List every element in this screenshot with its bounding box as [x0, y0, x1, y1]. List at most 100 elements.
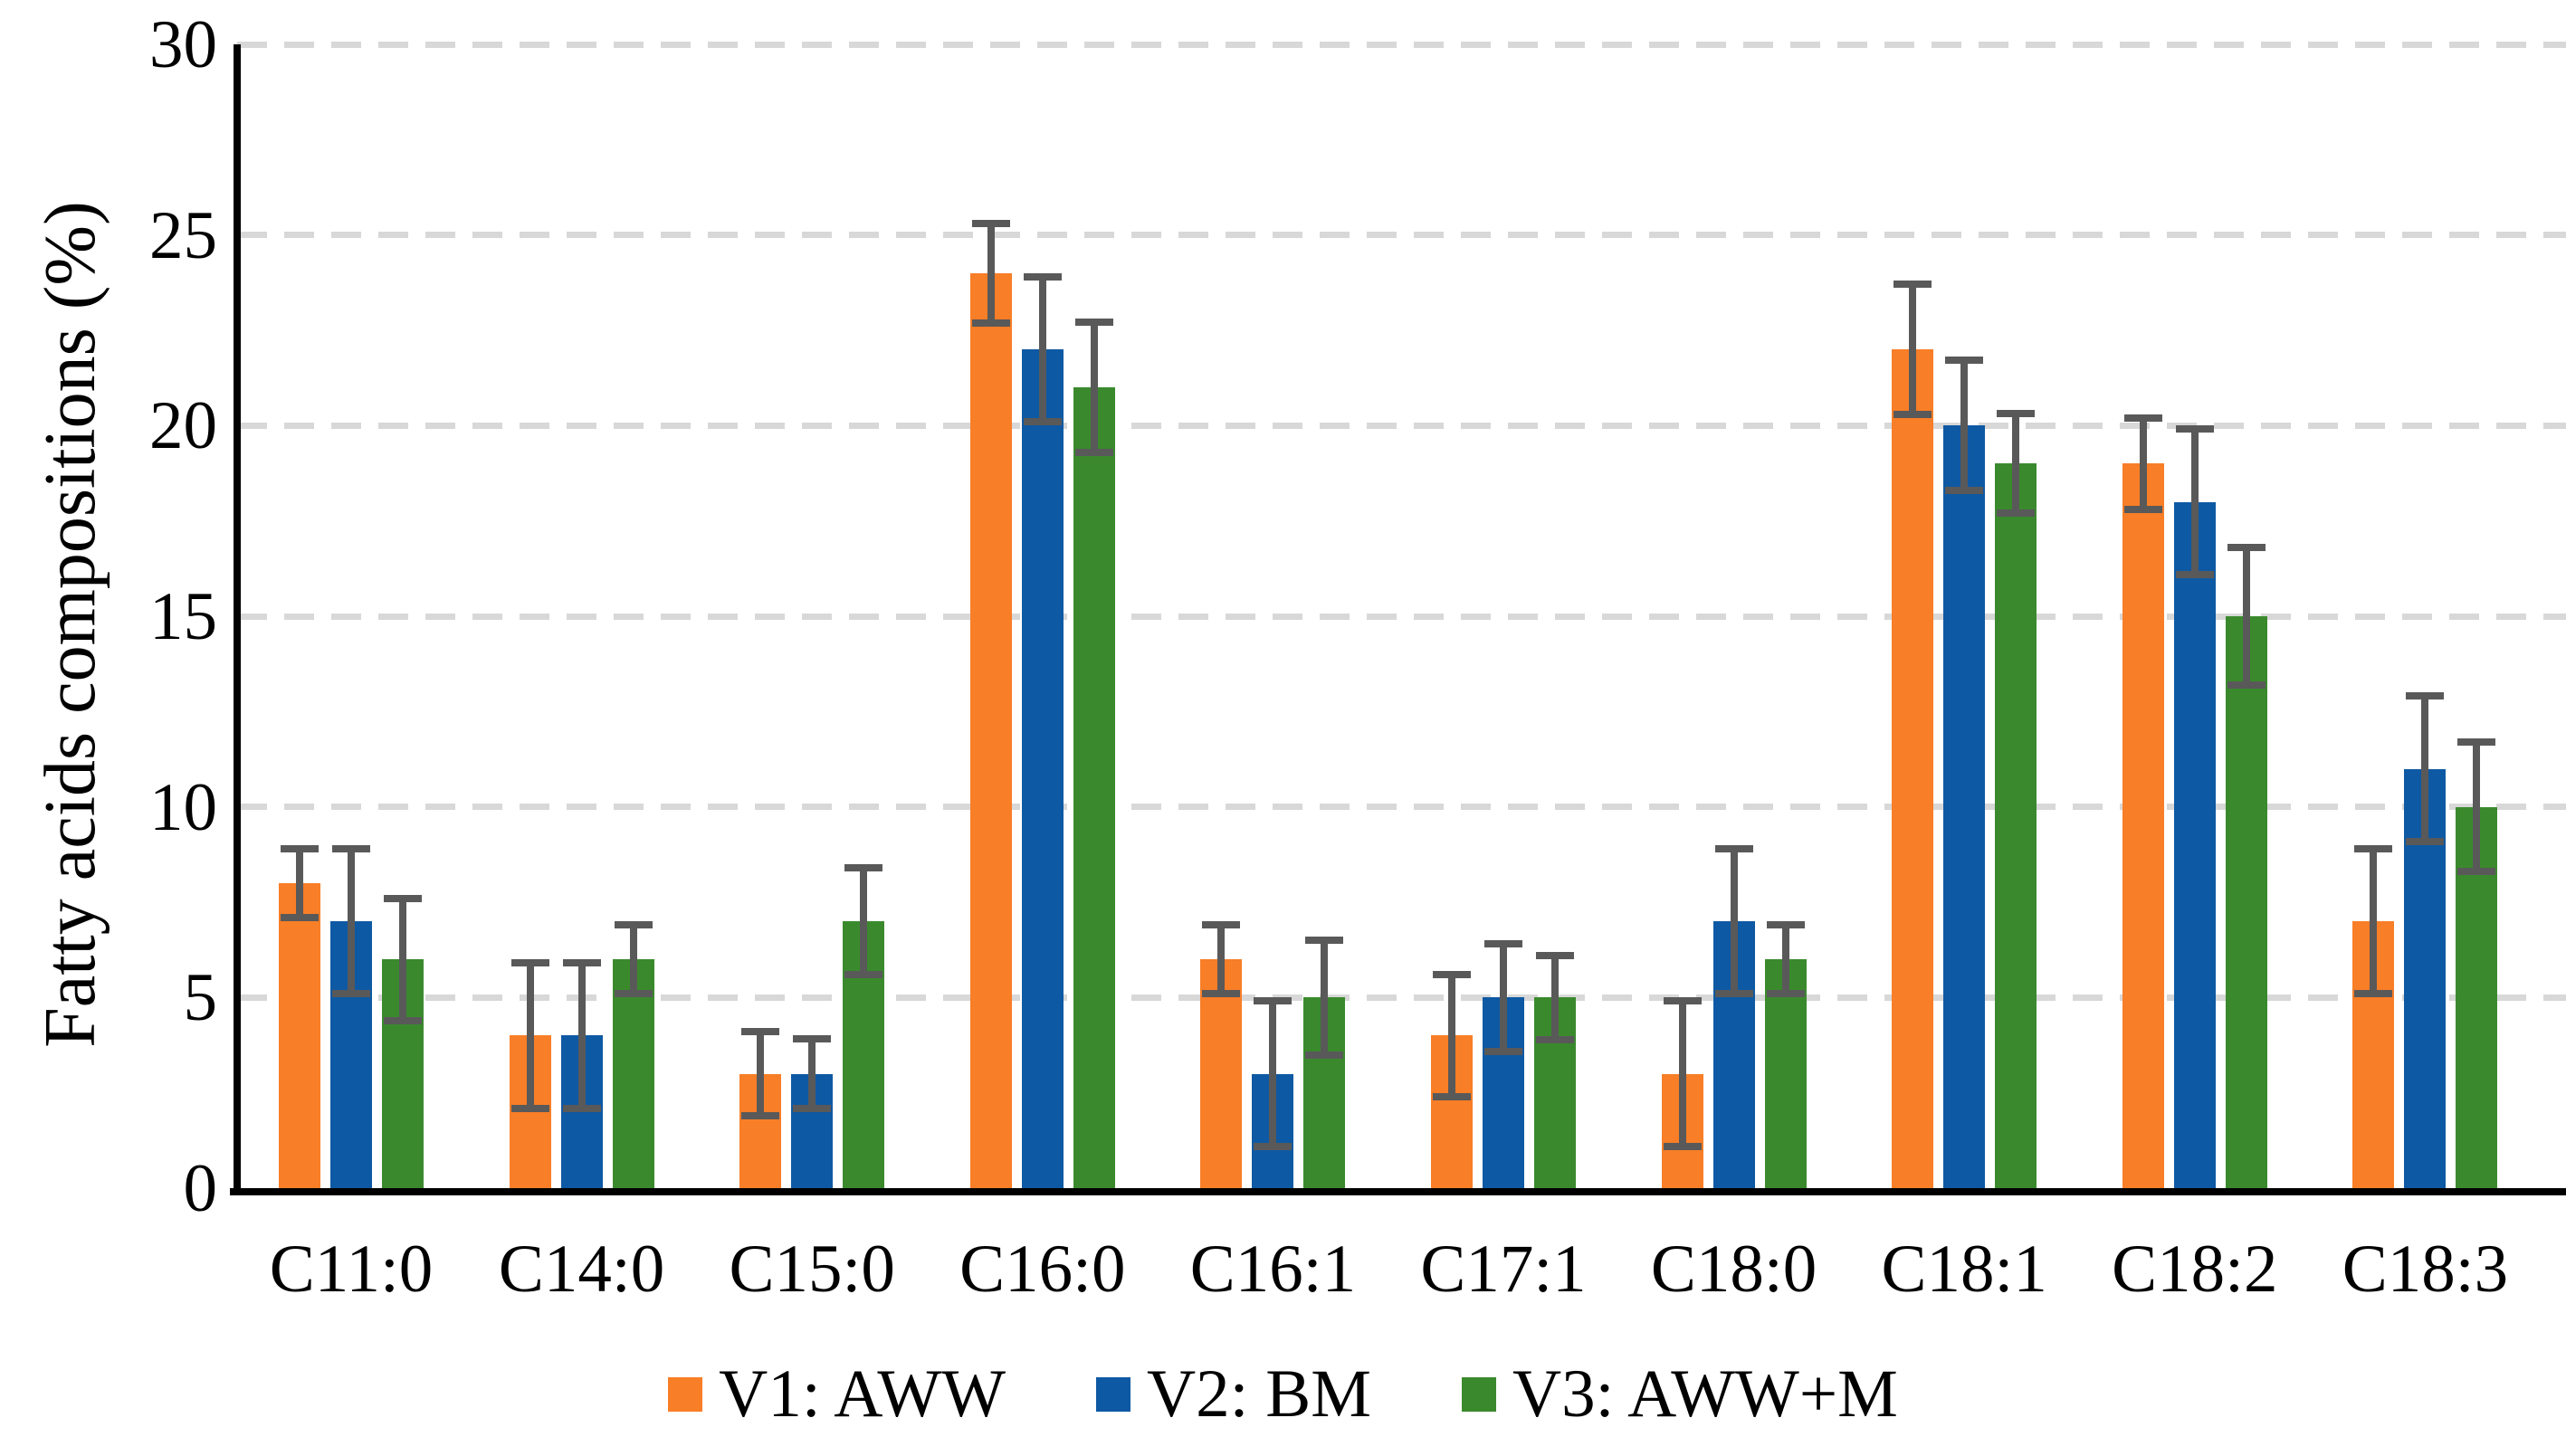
x-tick-label-C16:0: C16:0: [959, 1232, 1126, 1307]
gridline-5: [237, 994, 2566, 1001]
whisker-cap-top: [1202, 921, 1241, 929]
whisker-cap-bottom: [844, 971, 883, 979]
error-bar-v2-C18:1: [1945, 357, 1984, 495]
whisker-line: [2242, 543, 2250, 690]
bar-v1-C18:1: [1892, 349, 1934, 1188]
whisker-cap-top: [1305, 936, 1344, 944]
y-tick-label-20: 20: [149, 388, 217, 464]
whisker-line: [1960, 357, 1969, 495]
y-tick-label-10: 10: [149, 769, 217, 845]
x-tick-label-C15:0: C15:0: [729, 1232, 895, 1307]
bar-v3-C14:0: [612, 959, 654, 1188]
bar-v3-C18:2: [2225, 616, 2267, 1188]
legend-swatch-v1: [668, 1377, 703, 1412]
x-tick-label-C14:0: C14:0: [498, 1232, 665, 1307]
whisker-line: [987, 219, 995, 327]
bar-v1-C11:0: [279, 882, 320, 1188]
whisker-cap-top: [1254, 997, 1293, 1005]
whisker-cap-bottom: [1074, 449, 1113, 457]
error-bar-v1-C18:1: [1893, 281, 1932, 418]
whisker-cap-top: [2227, 543, 2266, 551]
error-bar-v1-C18:2: [2123, 414, 2162, 514]
bar-v2-C18:2: [2173, 501, 2216, 1188]
gridline-15: [237, 613, 2566, 620]
error-bar-v2-C15:0: [793, 1035, 832, 1112]
whisker-cap-bottom: [1766, 990, 1805, 998]
whisker-line: [1448, 970, 1455, 1101]
whisker-cap-bottom: [562, 1104, 601, 1112]
whisker-cap-bottom: [614, 990, 653, 998]
whisker-cap-bottom: [971, 319, 1010, 327]
whisker-line: [1038, 272, 1046, 426]
whisker-cap-top: [1663, 997, 1702, 1005]
error-bar-v3-C18:3: [2457, 738, 2496, 876]
x-tick-label-C18:0: C18:0: [1650, 1232, 1817, 1307]
whisker-cap-top: [1893, 281, 1932, 289]
whisker-cap-bottom: [2354, 990, 2393, 998]
whisker-cap-bottom: [2123, 506, 2162, 514]
bar-v3-C18:1: [1995, 463, 2037, 1188]
whisker-cap-bottom: [1663, 1142, 1702, 1150]
error-bar-v1-C17:1: [1433, 970, 1471, 1101]
error-bar-v3-C18:0: [1766, 921, 1805, 998]
whisker-line: [1269, 997, 1277, 1150]
y-tick-label-25: 25: [149, 197, 217, 273]
bar-v2-C18:1: [1943, 425, 1986, 1188]
legend-item-v2: V2: BM: [1096, 1356, 1371, 1433]
whisker-cap-bottom: [2457, 868, 2496, 876]
whisker-cap-top: [1433, 970, 1471, 978]
whisker-cap-top: [844, 863, 883, 871]
whisker-cap-top: [281, 844, 319, 852]
whisker-line: [1678, 997, 1686, 1150]
y-tick-label-30: 30: [149, 7, 217, 82]
whisker-cap-top: [1945, 357, 1984, 365]
legend-item-v3: V3: AWW+M: [1461, 1356, 1898, 1433]
bar-v1-C16:1: [1200, 959, 1243, 1188]
bar-v1-C16:0: [969, 272, 1012, 1188]
x-tick-label-C11:0: C11:0: [269, 1232, 434, 1307]
x-axis-line: [230, 1188, 2566, 1195]
error-bar-v3-C15:0: [844, 863, 883, 979]
whisker-cap-bottom: [2175, 570, 2214, 578]
error-bar-v1-C11:0: [281, 844, 319, 922]
whisker-cap-bottom: [2406, 837, 2445, 845]
error-bar-v3-C18:1: [1997, 410, 2036, 518]
whisker-cap-top: [2406, 692, 2445, 700]
legend-label-v3: V3: AWW+M: [1512, 1356, 1898, 1432]
whisker-cap-top: [1997, 410, 2036, 418]
whisker-line: [399, 894, 406, 1024]
error-bar-v2-C17:1: [1484, 940, 1522, 1055]
whisker-cap-top: [2354, 844, 2393, 852]
whisker-cap-top: [971, 219, 1010, 227]
whisker-line: [1551, 951, 1559, 1043]
whisker-cap-top: [614, 921, 653, 929]
error-bar-v2-C11:0: [332, 844, 370, 998]
whisker-cap-top: [1484, 940, 1522, 948]
x-tick-label-C16:1: C16:1: [1189, 1232, 1357, 1307]
whisker-line: [757, 1028, 765, 1120]
whisker-cap-bottom: [1536, 1035, 1574, 1043]
whisker-cap-bottom: [384, 1016, 422, 1024]
whisker-cap-bottom: [1023, 418, 1062, 426]
error-bar-v2-C18:0: [1714, 844, 1753, 998]
whisker-line: [860, 863, 868, 979]
whisker-cap-top: [2457, 738, 2496, 746]
bar-v3-C18:0: [1764, 959, 1807, 1188]
error-bar-v2-C18:2: [2175, 425, 2214, 578]
whisker-line: [577, 959, 586, 1112]
whisker-line: [1781, 921, 1789, 998]
whisker-cap-top: [793, 1035, 832, 1043]
error-bar-v2-C18:3: [2406, 692, 2445, 845]
whisker-line: [2190, 425, 2199, 578]
error-bar-v1-C18:3: [2354, 844, 2393, 998]
whisker-cap-bottom: [281, 914, 319, 922]
whisker-cap-bottom: [510, 1104, 549, 1112]
whisker-cap-bottom: [1714, 990, 1753, 998]
whisker-line: [808, 1035, 816, 1112]
gridline-20: [237, 422, 2566, 429]
bar-v3-C16:0: [1073, 387, 1115, 1188]
whisker-line: [1217, 921, 1226, 998]
error-bar-v3-C16:1: [1305, 936, 1344, 1059]
whisker-cap-bottom: [1893, 410, 1932, 418]
whisker-cap-bottom: [1254, 1142, 1293, 1150]
